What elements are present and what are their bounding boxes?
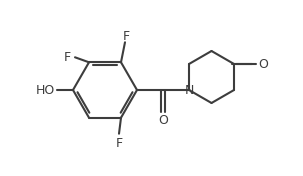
Text: O: O (258, 58, 268, 71)
Text: N: N (184, 83, 194, 96)
Text: F: F (122, 30, 130, 43)
Text: HO: HO (35, 83, 55, 96)
Text: F: F (63, 51, 71, 64)
Text: F: F (115, 137, 122, 150)
Text: O: O (158, 115, 168, 127)
